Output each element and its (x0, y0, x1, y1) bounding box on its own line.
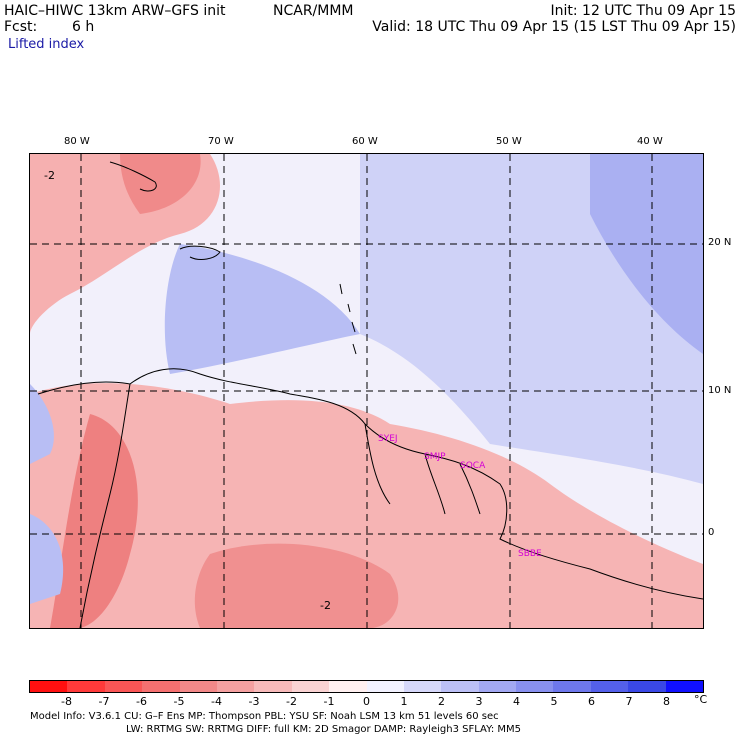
lon-tick-60w: 60 W (352, 136, 378, 147)
lat-tick-0: 0 (708, 527, 715, 538)
colorbar-label: -6 (136, 695, 147, 708)
colorbar-swatch (329, 681, 367, 692)
cuba-coast (109, 161, 157, 192)
cool-region-pacific (30, 384, 54, 464)
colorbar-label: 7 (625, 695, 633, 708)
contour-label-north: -2 (44, 169, 55, 182)
model-title: HAIC–HIWC 13km ARW–GFS init (4, 3, 226, 19)
lon-tick-80w: 80 W (64, 136, 90, 147)
valid-time: Valid: 18 UTC Thu 09 Apr 15 (15 LST Thu … (372, 19, 736, 35)
lesser-antilles (339, 283, 357, 355)
org-label: NCAR/MMM (273, 3, 354, 19)
colorbar-swatch (478, 681, 517, 692)
footer-physics-info: LW: RRTMG SW: RRTMG DIFF: full KM: 2D Sm… (126, 724, 522, 735)
station-sbbe[interactable]: SBBE (518, 549, 542, 559)
colorbar-label: -2 (286, 695, 297, 708)
contour-label-south: -2 (320, 599, 331, 612)
colorbar-label: 4 (513, 695, 520, 708)
lat-tick-20n: 20 N (708, 237, 732, 248)
colorbar-swatch (30, 681, 68, 692)
colorbar-label: 3 (475, 695, 483, 708)
station-smjp[interactable]: SMJP (424, 452, 446, 462)
init-time: Init: 12 UTC Thu 09 Apr 15 (550, 3, 736, 19)
warm-core-north (120, 154, 201, 214)
coastlines (37, 161, 703, 628)
colorbar-label: 6 (588, 695, 595, 708)
lon-tick-70w: 70 W (208, 136, 234, 147)
colorbar-swatch (104, 681, 143, 692)
andes-outline (79, 383, 131, 628)
colorbar-label: -3 (248, 695, 260, 708)
colorbar-label: 1 (400, 695, 408, 708)
lat-lon-grid (30, 154, 703, 628)
colorbar-swatch (366, 681, 404, 692)
colorbar-label: -1 (323, 695, 335, 708)
hispaniola-coast (179, 245, 221, 260)
colorbar-swatch (67, 681, 105, 692)
colorbar-label: -4 (211, 695, 222, 708)
station-syej[interactable]: SYEJ (378, 434, 398, 444)
colorbar-label: 5 (550, 695, 558, 708)
colorbar-swatch (216, 681, 255, 692)
colorbar-label: 2 (438, 695, 445, 708)
cool-region-caribbean (164, 244, 360, 374)
colorbar-swatch (142, 681, 180, 692)
colorbar-label: -5 (173, 695, 185, 708)
south-america-north-coast (37, 368, 703, 600)
colorbar-swatch (516, 681, 554, 692)
lifted-index-map[interactable]: -2 -2 SYEJ SMJP SOCA SBBE (29, 153, 704, 629)
lat-tick-10n: 10 N (708, 385, 732, 396)
cool-region-pacific-south (30, 514, 64, 604)
colorbar-swatch (441, 681, 479, 692)
lon-tick-40w: 40 W (637, 136, 663, 147)
colorbar-swatch (553, 681, 591, 692)
colorbar (29, 680, 704, 693)
station-soca[interactable]: SOCA (460, 461, 486, 471)
map-canvas: -2 -2 SYEJ SMJP SOCA SBBE (30, 154, 703, 628)
colorbar-swatch (254, 681, 292, 692)
warm-core-amazon (194, 543, 399, 628)
forecast-hour: 6 h (72, 19, 95, 35)
colorbar-label: -7 (98, 695, 110, 708)
colorbar-unit: °C (694, 693, 708, 706)
colorbar-swatch (590, 681, 629, 692)
colorbar-swatch (291, 681, 330, 692)
colorbar-swatch (665, 681, 704, 692)
colorbar-label: 8 (663, 695, 670, 708)
colorbar-label: 0 (363, 695, 370, 708)
lon-tick-50w: 50 W (496, 136, 522, 147)
forecast-label: Fcst: (4, 19, 38, 35)
colorbar-swatch (628, 681, 666, 692)
colorbar-swatch (403, 681, 442, 692)
field-name: Lifted index (8, 37, 85, 52)
footer-model-info: Model Info: V3.6.1 CU: G–F Ens MP: Thomp… (30, 711, 499, 722)
cool-core-east (590, 154, 703, 354)
colorbar-label: -8 (61, 695, 72, 708)
colorbar-swatch (179, 681, 217, 692)
